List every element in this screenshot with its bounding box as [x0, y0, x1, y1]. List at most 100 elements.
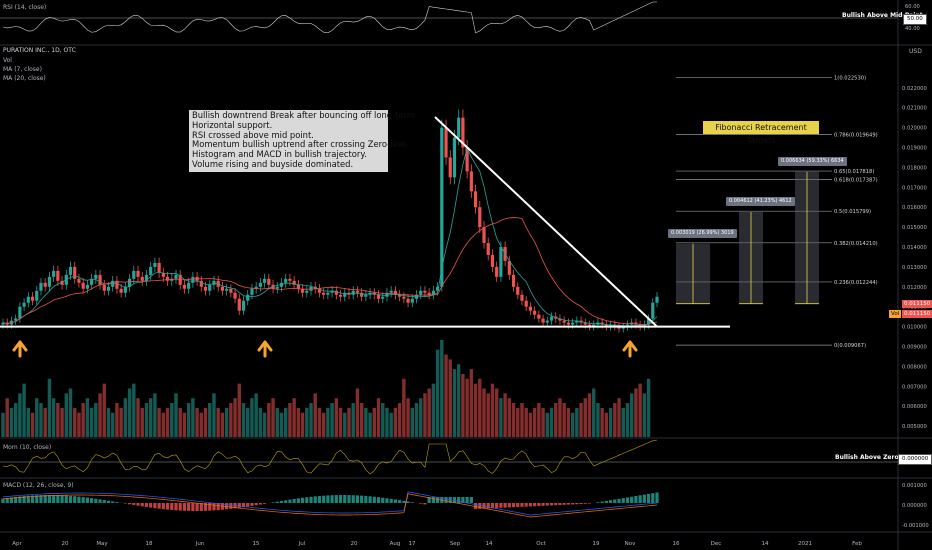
macd-histogram-bar	[533, 503, 537, 507]
volume-bar	[1, 412, 5, 437]
price-axis: 0.022000 0.021000 0.020000 0.019000 0.018000…	[12, 4, 928, 547]
analysis-note: Bullish downtrend Break after bouncing o…	[189, 110, 415, 172]
rsi-annotation: Bullish Above Mid-Point	[842, 12, 923, 19]
macd-histogram-bar	[444, 497, 448, 503]
candle-body	[322, 292, 326, 295]
volume-bar	[541, 407, 545, 437]
macd-histogram-bar	[389, 498, 393, 503]
up-arrow-icon-path	[622, 340, 638, 358]
volume-bar	[9, 407, 14, 437]
volume-bar	[254, 393, 258, 437]
macd-histogram-bar	[381, 497, 385, 503]
macd-histogram-bar	[495, 503, 499, 508]
candle-body	[305, 290, 309, 293]
ma7-legend[interactable]: MA (7, close)	[3, 66, 42, 73]
volume-bar	[406, 398, 410, 437]
mom-legend[interactable]: Mom (10, close)	[3, 444, 52, 451]
candle-body	[153, 262, 157, 267]
symbol-legend[interactable]: PURATION INC., 1D, OTC	[3, 47, 76, 54]
macd-histogram-bar	[246, 503, 250, 507]
candle-body	[355, 290, 360, 293]
macd-histogram-bar	[385, 498, 389, 503]
macd-histogram-bar	[655, 492, 659, 503]
y-tick-label: 0.009000	[902, 344, 927, 350]
volume-bar	[634, 388, 638, 437]
macd-histogram-bar	[423, 503, 427, 505]
macd-histogram-bar	[250, 503, 254, 506]
macd-histogram-bar	[571, 503, 575, 505]
candle-body	[35, 290, 39, 301]
macd-histogram-bar	[237, 503, 241, 508]
macd-histogram-bar	[402, 500, 406, 503]
macd-histogram-bar	[376, 497, 381, 503]
candle-body	[267, 278, 271, 285]
macd-tick-label: -0.001000	[902, 523, 929, 529]
vol-legend[interactable]: Vol	[3, 57, 12, 64]
volume-bar	[199, 412, 204, 437]
candle-body	[60, 280, 64, 285]
last-price-badge: 0.011150	[902, 300, 932, 308]
up-arrow-icon	[622, 340, 638, 358]
macd-histogram-bar	[271, 502, 275, 503]
macd-histogram-bar	[26, 495, 30, 503]
rsi-legend[interactable]: RSI (14, close)	[3, 4, 47, 11]
currency-label: USD	[909, 48, 922, 55]
volume-bar	[456, 364, 461, 437]
note-line: Horizontal support.	[192, 119, 273, 130]
volume-bar	[98, 393, 102, 437]
x-tick-label: Sep	[450, 541, 461, 547]
macd-histogram-bar	[575, 503, 579, 505]
candle-body	[241, 300, 246, 311]
candle-body	[254, 286, 258, 289]
volume-bar	[5, 398, 9, 437]
volume-bar	[153, 393, 157, 437]
macd-histogram-bar	[144, 503, 149, 507]
macd-histogram-bar	[22, 496, 26, 503]
candle-body	[170, 278, 174, 281]
candle-body	[655, 296, 659, 303]
volume-bar	[334, 398, 339, 437]
macd-legend[interactable]: MACD (12, 26, close, 9)	[3, 482, 74, 489]
volume-bar	[73, 407, 77, 437]
volume-bar	[89, 407, 94, 437]
volume-bar	[343, 412, 347, 437]
volume-bar	[372, 407, 377, 437]
volume-bar	[81, 403, 85, 437]
candle-body	[423, 290, 427, 293]
candle-body	[360, 292, 364, 297]
candle-body	[14, 318, 18, 321]
candle-body	[102, 284, 106, 291]
macd-histogram-bar	[284, 500, 288, 503]
candle-body	[343, 292, 347, 297]
x-tick-label: Oct	[536, 541, 546, 547]
ma20-legend[interactable]: MA (20, close)	[3, 75, 46, 82]
candle-body	[473, 191, 478, 208]
volume-bar	[313, 393, 317, 437]
volume-bar	[524, 407, 528, 437]
macd-histogram-bar	[360, 495, 364, 503]
volume-bar	[646, 378, 651, 437]
volume-bar	[216, 407, 220, 437]
fib-level-label: 0.382(0.014210)	[834, 241, 878, 247]
candle-body	[263, 278, 267, 283]
y-tick-label: 0.021000	[902, 106, 927, 112]
target-rectangles	[676, 171, 819, 305]
candle-body	[111, 280, 115, 287]
candle-body	[144, 274, 149, 281]
volume-bar	[435, 349, 440, 437]
candle-body	[444, 127, 448, 158]
candle-body	[419, 290, 423, 295]
volume-bar	[165, 407, 170, 437]
macd-histogram-bar	[174, 503, 178, 511]
volume-bar	[330, 403, 334, 437]
macd-histogram-bar	[191, 503, 195, 511]
volume-bar	[275, 407, 279, 437]
macd-histogram-bar	[486, 503, 490, 509]
x-tick-label: 15	[253, 541, 260, 547]
macd-histogram-bar	[347, 495, 351, 503]
y-tick-label: 0.019000	[902, 146, 927, 152]
volume-bar	[77, 412, 81, 437]
volume-bar	[419, 398, 423, 437]
y-tick-label: 0.016000	[902, 205, 927, 211]
